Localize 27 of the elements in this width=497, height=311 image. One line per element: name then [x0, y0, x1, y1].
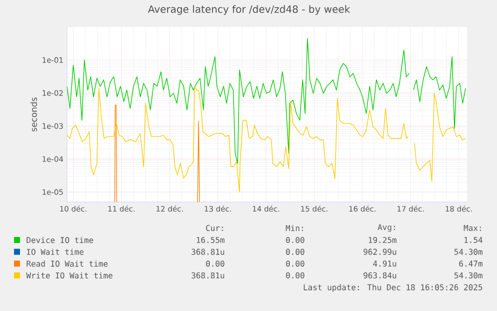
text: Cur:: [206, 224, 223, 232]
legend-label: Device IO time: [26, 236, 94, 244]
legend-label: Write IO Wait time: [26, 272, 112, 278]
text: 0.00: [286, 236, 304, 244]
text: 0.00: [206, 260, 224, 267]
text: 0.00: [286, 272, 304, 278]
text: 368.81u: [192, 248, 224, 255]
text: Max:: [464, 225, 481, 231]
legend-label: IO Wait time: [26, 248, 84, 255]
text: 0.00: [286, 260, 304, 267]
text: 6.47m: [459, 260, 482, 267]
text: 4.91u: [373, 260, 396, 267]
text: 54.30m: [454, 272, 482, 278]
text: Min:: [286, 224, 303, 232]
text: 0.00: [286, 248, 304, 255]
text: 16.55m: [196, 236, 224, 244]
legend-label: Read IO Wait time: [26, 260, 108, 267]
text: 962.99u: [364, 248, 396, 255]
text: 368.81u: [192, 272, 224, 278]
text: 54.30m: [454, 248, 482, 255]
text: 19.25m: [368, 236, 396, 244]
text: Avg:: [378, 224, 395, 232]
chart-title: Average latency for /dev/zd48 - by week: [148, 5, 350, 15]
text: 963.84u: [364, 272, 396, 278]
text: 1.54: [464, 237, 482, 243]
y-axis-title: seconds: [30, 98, 37, 132]
text: Last update: Thu Dec 18 16:05:26 2025: [304, 284, 482, 292]
